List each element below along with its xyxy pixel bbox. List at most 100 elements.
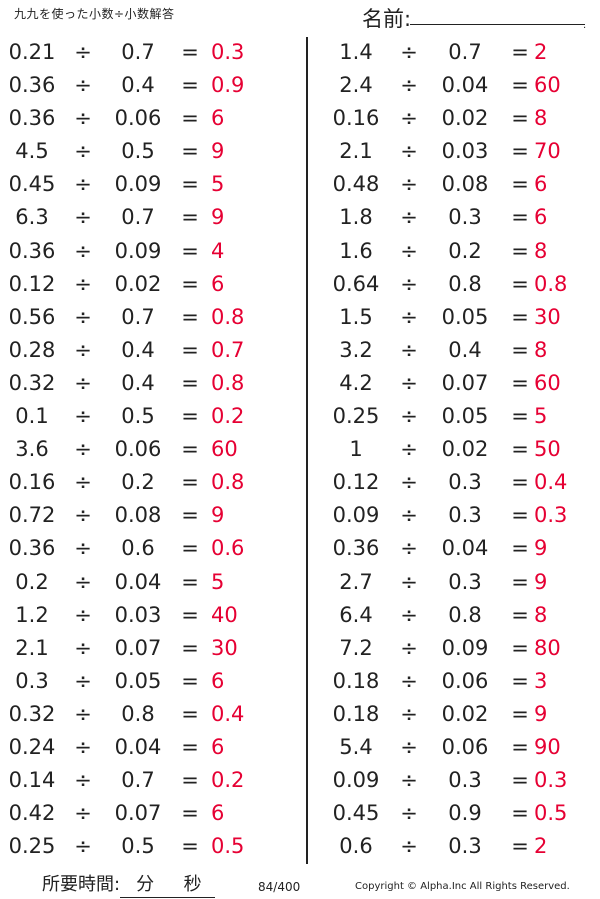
answer: 0.8: [211, 470, 245, 495]
equals-sign: =: [511, 701, 529, 726]
dividend: 1.6: [339, 238, 373, 263]
left-problem-row: 0.72 ÷ 0.08 = 9: [0, 499, 300, 532]
dividend: 1.4: [339, 40, 373, 64]
answer: 0.5: [211, 834, 245, 859]
time-label: 所要時間:: [42, 874, 121, 895]
divisor: 0.7: [121, 40, 155, 64]
equals-sign: =: [511, 40, 529, 64]
divide-sign: ÷: [74, 205, 92, 230]
left-problem-row: 0.32 ÷ 0.4 = 0.8: [0, 367, 300, 400]
dividend: 4.2: [339, 370, 373, 395]
divide-sign: ÷: [74, 768, 92, 793]
dividend: 1.8: [339, 205, 373, 230]
equals-sign: =: [511, 668, 529, 693]
divisor: 0.3: [448, 768, 482, 793]
equals-sign: =: [181, 404, 199, 429]
divisor: 0.04: [441, 536, 489, 561]
divide-sign: ÷: [74, 834, 92, 859]
answer: 0.8: [534, 271, 568, 296]
divide-sign: ÷: [74, 404, 92, 429]
right-problem-row: 0.25 ÷ 0.05 = 5: [306, 400, 600, 433]
divide-sign: ÷: [400, 536, 418, 561]
equals-sign: =: [181, 503, 199, 528]
divide-sign: ÷: [400, 635, 418, 660]
divisor: 0.5: [121, 139, 155, 164]
equals-sign: =: [511, 569, 529, 594]
equals-sign: =: [511, 734, 529, 759]
dividend: 0.12: [332, 470, 380, 495]
dividend: 0.48: [332, 172, 380, 197]
left-problem-row: 0.24 ÷ 0.04 = 6: [0, 731, 300, 764]
divisor: 0.09: [441, 635, 489, 660]
divisor: 0.04: [114, 734, 162, 759]
dividend: 0.32: [8, 370, 56, 395]
equals-sign: =: [181, 536, 199, 561]
divide-sign: ÷: [74, 635, 92, 660]
equals-sign: =: [181, 602, 199, 627]
right-problem-row: 1.5 ÷ 0.05 = 30: [306, 301, 600, 334]
answer: 60: [534, 73, 561, 98]
dividend: 0.42: [8, 801, 56, 826]
divide-sign: ÷: [74, 337, 92, 362]
dividend: 0.28: [8, 337, 56, 362]
equals-sign: =: [511, 470, 529, 495]
divide-sign: ÷: [74, 106, 92, 131]
answer: 8: [534, 337, 548, 362]
right-problem-row: 5.4 ÷ 0.06 = 90: [306, 731, 600, 764]
dividend: 0.14: [8, 768, 56, 793]
dividend: 2.1: [339, 139, 373, 164]
right-problem-row: 0.45 ÷ 0.9 = 0.5: [306, 797, 600, 830]
dividend: 0.09: [332, 768, 380, 793]
answer: 0.4: [211, 701, 245, 726]
dividend: 0.36: [8, 106, 56, 131]
answer: 9: [534, 569, 548, 594]
dividend: 2.7: [339, 569, 373, 594]
seconds-blank: 秒: [170, 873, 216, 898]
left-problem-row: 0.42 ÷ 0.07 = 6: [0, 797, 300, 830]
equals-sign: =: [511, 536, 529, 561]
equals-sign: =: [511, 801, 529, 826]
equals-sign: =: [181, 734, 199, 759]
answer: 9: [534, 536, 548, 561]
dividend: 1.5: [339, 304, 373, 329]
divide-sign: ÷: [74, 172, 92, 197]
left-problem-row: 0.1 ÷ 0.5 = 0.2: [0, 400, 300, 433]
left-problem-row: 0.36 ÷ 0.06 = 6: [0, 102, 300, 135]
divisor: 0.02: [441, 701, 489, 726]
equals-sign: =: [511, 172, 529, 197]
divisor: 0.08: [441, 172, 489, 197]
time-required: 所要時間: 分 秒: [42, 873, 216, 898]
right-problem-row: 0.36 ÷ 0.04 = 9: [306, 532, 600, 565]
divisor: 0.4: [121, 73, 155, 98]
right-problem-row: 1.6 ÷ 0.2 = 8: [306, 235, 600, 268]
answer: 0.4: [534, 470, 568, 495]
divide-sign: ÷: [400, 337, 418, 362]
divisor: 0.3: [448, 470, 482, 495]
equals-sign: =: [181, 701, 199, 726]
divide-sign: ÷: [74, 503, 92, 528]
answer: 60: [211, 437, 238, 462]
divide-sign: ÷: [400, 569, 418, 594]
answer: 8: [534, 602, 548, 627]
answer: 0.7: [211, 337, 245, 362]
divide-sign: ÷: [400, 668, 418, 693]
equals-sign: =: [511, 503, 529, 528]
divide-sign: ÷: [74, 370, 92, 395]
dividend: 0.36: [332, 536, 380, 561]
left-problem-column: 0.21 ÷ 0.7 = 0.3 0.36 ÷ 0.4 = 0.9 0.36 ÷ 0.06 = 6 4.5 ÷ 0…: [0, 36, 300, 863]
left-problem-row: 0.21 ÷ 0.7 = 0.3: [0, 36, 300, 69]
divisor: 0.8: [121, 701, 155, 726]
equals-sign: =: [511, 602, 529, 627]
equals-sign: =: [181, 73, 199, 98]
right-problem-row: 1 ÷ 0.02 = 50: [306, 433, 600, 466]
left-problem-row: 0.25 ÷ 0.5 = 0.5: [0, 830, 300, 863]
divide-sign: ÷: [74, 569, 92, 594]
divisor: 0.8: [448, 602, 482, 627]
answer: 5: [534, 404, 548, 429]
answer: 9: [211, 503, 225, 528]
divisor: 0.02: [441, 106, 489, 131]
dividend: 0.16: [332, 106, 380, 131]
divide-sign: ÷: [400, 834, 418, 859]
right-problem-row: 2.1 ÷ 0.03 = 70: [306, 135, 600, 168]
equals-sign: =: [181, 437, 199, 462]
